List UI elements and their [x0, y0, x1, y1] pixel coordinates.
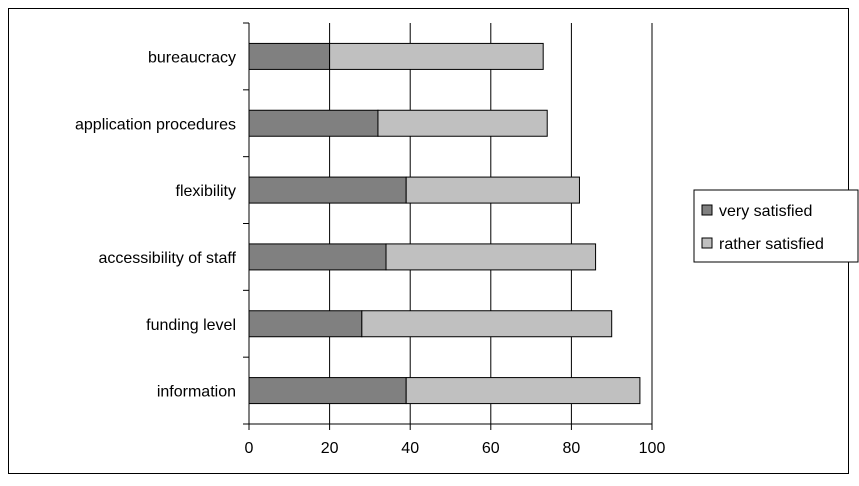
category-label: bureaucracy	[148, 49, 236, 66]
x-tick-label: 80	[563, 440, 581, 457]
bars	[248, 42, 641, 405]
x-tick-label: 40	[401, 440, 419, 457]
category-label: information	[157, 384, 236, 401]
bar-rather-satisfied-bureaucracy	[329, 42, 544, 70]
bar-very-satisfied-funding-level	[248, 310, 363, 338]
legend: very satisfied rather satisfied	[693, 189, 859, 263]
bar-rather-satisfied-accessibility-of-staff	[385, 243, 597, 271]
x-tick-label: 60	[482, 440, 500, 457]
bar-very-satisfied-accessibility-of-staff	[248, 243, 387, 271]
x-tick-label: 0	[245, 440, 254, 457]
legend-swatch-very-satisfied	[701, 204, 713, 216]
bar-rather-satisfied-information	[405, 377, 641, 405]
gridlines	[329, 23, 653, 424]
legend-box	[693, 189, 859, 263]
bar-very-satisfied-application-procedures	[248, 109, 379, 137]
category-label: accessibility of staff	[98, 250, 236, 267]
category-label: application procedures	[75, 116, 236, 133]
legend-label-very-satisfied: very satisfied	[719, 203, 812, 220]
bar-rather-satisfied-funding-level	[361, 310, 613, 338]
category-label: funding level	[146, 317, 236, 334]
axes: 0 20 40 60 80 100 bureaucracy application proce…	[75, 22, 666, 457]
bar-rather-satisfied-application-procedures	[377, 109, 548, 137]
x-tick-label: 100	[639, 440, 666, 457]
bar-very-satisfied-bureaucracy	[248, 42, 331, 70]
bar-very-satisfied-flexibility	[248, 176, 407, 204]
legend-label-rather-satisfied: rather satisfied	[719, 236, 824, 253]
category-label: flexibility	[176, 183, 236, 200]
bar-very-satisfied-information	[248, 377, 407, 405]
x-tick-label: 20	[321, 440, 339, 457]
legend-swatch-rather-satisfied	[701, 237, 713, 249]
bar-rather-satisfied-flexibility	[405, 176, 580, 204]
